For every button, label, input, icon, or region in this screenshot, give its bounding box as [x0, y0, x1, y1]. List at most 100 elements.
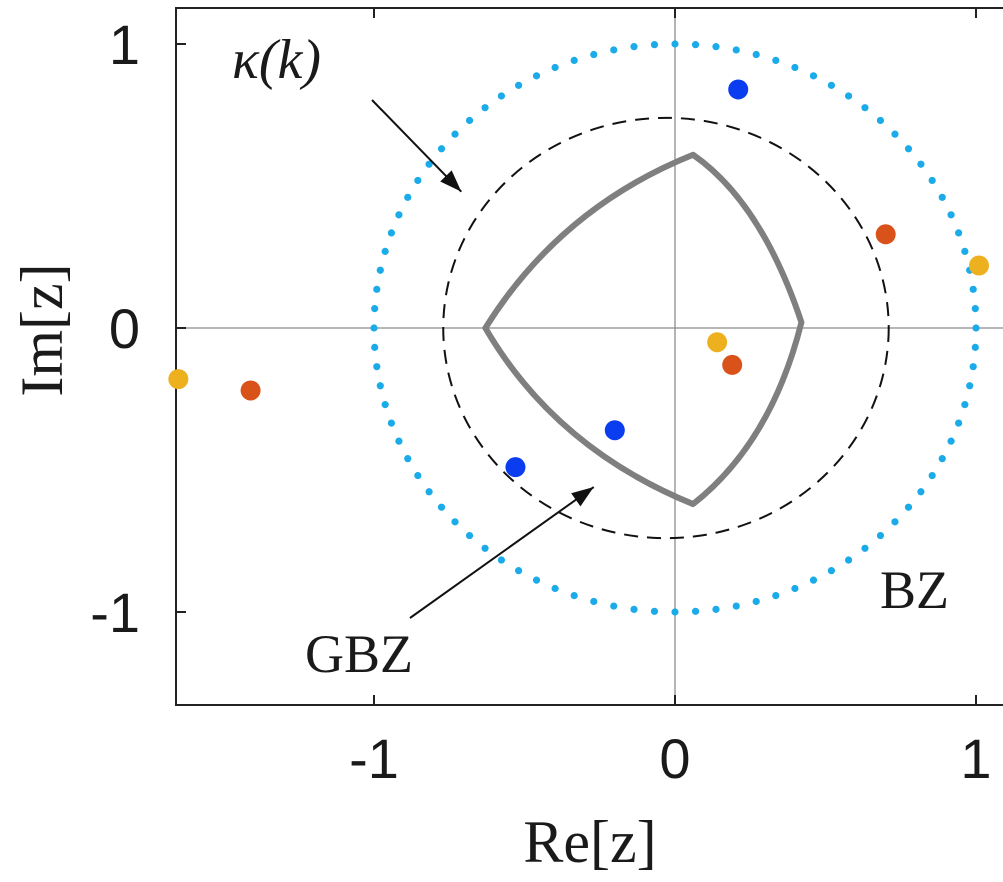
- bz-circle-dot: [650, 41, 659, 49]
- bz-circle-dot: [876, 116, 885, 125]
- bz-circle-dot: [414, 176, 422, 185]
- y-tick-label: 0: [109, 297, 140, 360]
- kappa-annotation-label: κ(k): [232, 29, 321, 91]
- bz-circle-dot: [451, 130, 459, 138]
- data-point: [875, 224, 896, 245]
- data-point: [707, 332, 728, 353]
- x-tick-label: 1: [960, 727, 991, 790]
- bz-circle-dot: [972, 324, 980, 332]
- bz-circle-dot: [938, 193, 946, 201]
- bz-circle-dot: [971, 305, 979, 313]
- bz-circle-dot: [732, 602, 740, 610]
- gbz-annotation-label: GBZ: [305, 624, 413, 684]
- bz-circle-dot: [497, 92, 506, 100]
- y-tick-label: -1: [90, 581, 140, 644]
- bz-circle-dot: [590, 50, 598, 59]
- bz-circle-dot: [381, 401, 389, 409]
- bz-circle-dot: [376, 382, 384, 390]
- bz-circle-dot: [732, 46, 740, 54]
- bz-circle-dot: [425, 160, 433, 168]
- bz-circle-dot: [650, 607, 659, 615]
- bz-circle-dot: [904, 503, 913, 511]
- bz-circle-dot: [532, 576, 541, 584]
- bz-circle-dot: [515, 567, 523, 575]
- bz-circle-dot: [955, 419, 963, 427]
- bz-circle-dot: [961, 247, 969, 255]
- bz-circle-dot: [712, 605, 720, 613]
- data-point: [505, 457, 526, 478]
- bz-circle-dot: [570, 592, 578, 600]
- bz-circle-dot: [904, 145, 913, 153]
- bz-circle-dot: [630, 43, 638, 51]
- x-tick-label: -1: [349, 727, 399, 790]
- bz-circle-dot: [515, 81, 523, 89]
- bz-circle-dot: [891, 518, 899, 526]
- bz-circle-dot: [590, 597, 598, 606]
- bz-circle-dot: [551, 63, 559, 72]
- bz-circle-dot: [437, 503, 446, 511]
- gbz-arrow-line: [409, 486, 595, 619]
- bz-circle-dot: [691, 607, 700, 615]
- bz-circle-dot: [971, 343, 979, 351]
- bz-circle-dot: [809, 576, 818, 584]
- kappa-dashed-circle: [442, 116, 890, 540]
- bz-circle-dot: [481, 104, 489, 112]
- bz-circle-dot: [947, 437, 955, 445]
- bz-circle-dot: [371, 343, 379, 351]
- bz-circle-dot: [376, 266, 384, 274]
- data-point: [722, 354, 743, 375]
- bz-circle-dot: [465, 116, 474, 125]
- gbz-arrow-head: [571, 487, 594, 507]
- y-axis-label: Im[z]: [9, 263, 75, 396]
- bz-circle-dot: [481, 544, 489, 552]
- bz-circle-dot: [630, 605, 638, 613]
- bz-circle-dot: [414, 471, 422, 480]
- bz-circle-dot: [395, 437, 403, 445]
- bz-circle-dot: [387, 419, 395, 427]
- bz-circle-dot: [404, 193, 412, 201]
- bz-circle-dot: [917, 160, 925, 168]
- gbz-curve: [482, 151, 805, 508]
- bz-circle-dot: [671, 608, 679, 616]
- bz-circle-dot: [928, 176, 936, 185]
- plot-area: [175, 7, 1003, 706]
- bz-circle-dot: [387, 229, 395, 237]
- bz-circle-dot: [712, 43, 720, 51]
- bz-circle-dot: [437, 145, 446, 153]
- bz-circle-dot: [928, 471, 936, 480]
- bz-circle-dot: [891, 130, 899, 138]
- bz-circle-dot: [404, 455, 412, 463]
- bz-circle-dot: [917, 488, 925, 496]
- data-point: [168, 369, 189, 390]
- bz-circle-dot: [373, 285, 381, 293]
- bz-circle-dot: [772, 56, 780, 64]
- bz-circle-dot: [947, 211, 955, 219]
- data-point: [240, 380, 261, 401]
- bz-circle-dot: [772, 592, 780, 600]
- bz-circle-dot: [961, 401, 969, 409]
- kappa-arrow-head: [440, 170, 462, 192]
- bz-circle-dot: [610, 46, 618, 54]
- bz-circle-dot: [966, 382, 974, 390]
- bz-circle-dot: [570, 56, 578, 64]
- bz-circle-dot: [752, 597, 760, 606]
- bz-circle-dot: [395, 211, 403, 219]
- data-point: [969, 255, 990, 276]
- bz-circle-dot: [827, 81, 835, 89]
- bz-circle-dot: [373, 363, 381, 371]
- bz-circle-dot: [752, 50, 760, 59]
- bz-circle-dot: [425, 488, 433, 496]
- bz-annotation-label: BZ: [880, 560, 949, 620]
- bz-circle-dot: [497, 556, 506, 564]
- bz-circle-dot: [969, 363, 977, 371]
- bz-circle-dot: [610, 602, 618, 610]
- bz-circle-dot: [465, 531, 474, 540]
- bz-circle-dot: [791, 584, 799, 593]
- bz-circle-dot: [532, 72, 541, 80]
- bz-circle-dot: [955, 229, 963, 237]
- bz-circle-dot: [827, 567, 835, 575]
- bz-circle-dot: [370, 324, 378, 332]
- bz-circle-dot: [551, 584, 559, 593]
- bz-circle-dot: [861, 104, 869, 112]
